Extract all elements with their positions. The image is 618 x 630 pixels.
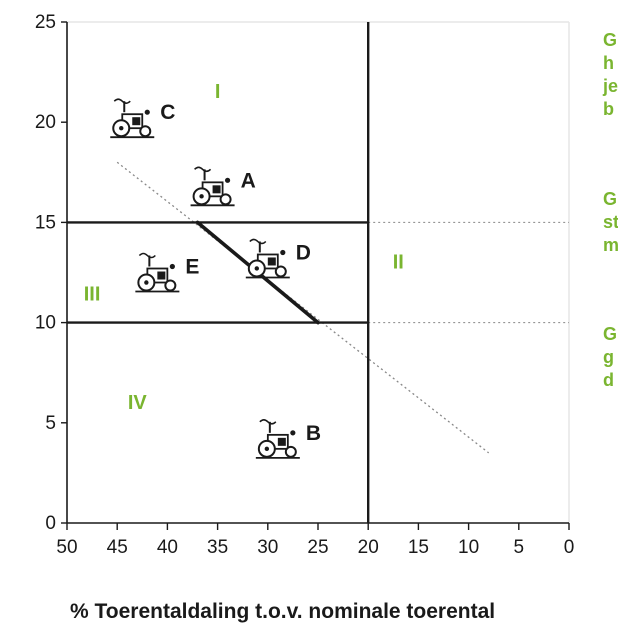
y-tick-label: 5 <box>45 413 56 434</box>
y-tick-label: 0 <box>45 513 56 534</box>
front-wheel-mark <box>139 125 152 138</box>
tractor-dot-mark <box>290 430 296 436</box>
y-tick-label: 20 <box>35 112 56 133</box>
x-axis-label: % Toerentaldaling t.o.v. nominale toeren… <box>70 600 495 623</box>
x-tick-label: 0 <box>564 537 575 558</box>
x-tick-label: 40 <box>157 537 178 558</box>
tractors-layer: C A D E B <box>110 98 321 459</box>
grid-layer <box>67 21 570 523</box>
dotted-diagonal-line <box>116 161 490 454</box>
tractor-label-E: E <box>185 256 199 279</box>
tractor-icon-D <box>245 238 290 279</box>
x-tick-label: 25 <box>307 537 328 558</box>
x-tick-label: 5 <box>514 537 525 558</box>
rear-hub-mark <box>264 446 270 452</box>
tractor-dot-mark <box>224 177 231 183</box>
x-tick-label: 15 <box>408 537 429 558</box>
tractor-icon-A <box>190 166 235 207</box>
smoke-mark <box>138 252 156 259</box>
region-label-II: II <box>393 251 404 273</box>
tractor-window-mark <box>277 437 286 446</box>
side-note-text: g <box>603 347 614 367</box>
side-note-text: b <box>603 99 614 119</box>
tractor-label-B: B <box>306 422 321 445</box>
tractor-dot-mark <box>280 249 286 256</box>
tractor-icon-C <box>110 98 155 139</box>
x-tick-label: 45 <box>107 537 128 558</box>
lines-layer <box>67 22 569 523</box>
front-wheel-mark <box>284 445 297 458</box>
y-tick-label: 15 <box>35 212 56 233</box>
tractor-label-D: D <box>296 241 311 264</box>
tractor-icon-E <box>135 252 180 293</box>
smoke-mark <box>194 166 212 173</box>
side-note-text: G <box>603 189 617 209</box>
side-notes: Gh je b Gst m Ggd <box>602 30 618 390</box>
tractor-dot-mark <box>144 109 150 115</box>
tractor-window-mark <box>157 271 166 280</box>
rear-hub-mark <box>254 266 259 271</box>
x-tick-label: 20 <box>358 537 379 558</box>
smoke-mark <box>249 238 267 245</box>
x-tick-label: 10 <box>458 537 479 558</box>
front-wheel-mark <box>219 193 232 206</box>
tractor-label-A: A <box>241 169 256 192</box>
tractor-window-mark <box>132 117 141 126</box>
tractor-icon-B <box>255 419 300 459</box>
x-tick-label: 30 <box>257 537 278 558</box>
smoke-mark <box>113 98 131 104</box>
side-note-text: h <box>603 53 614 73</box>
tractor-window-mark <box>267 257 276 266</box>
side-note-text: d <box>603 370 614 390</box>
y-tick-label: 10 <box>35 313 56 334</box>
side-note-text: st <box>603 212 618 232</box>
side-note-text: je <box>602 76 618 96</box>
tractor-window-mark <box>212 185 221 194</box>
x-tick-label: 50 <box>56 537 77 558</box>
region-label-III: III <box>84 284 101 306</box>
side-note-text: m <box>603 235 618 255</box>
x-tick-label: 35 <box>207 537 228 558</box>
tractor-dot-mark <box>169 263 175 270</box>
side-note-text: G <box>603 30 617 50</box>
rear-hub-mark <box>199 194 204 199</box>
smoke-mark <box>259 419 277 425</box>
y-tick-label: 25 <box>35 12 56 33</box>
side-note-text: G <box>603 324 617 344</box>
rear-hub-mark <box>144 280 149 285</box>
region-label-I: I <box>215 81 221 103</box>
front-wheel-mark <box>274 265 287 278</box>
front-wheel-mark <box>164 279 177 292</box>
region-label-IV: IV <box>128 392 148 414</box>
rear-hub-mark <box>119 126 124 131</box>
tractor-label-C: C <box>160 101 175 124</box>
